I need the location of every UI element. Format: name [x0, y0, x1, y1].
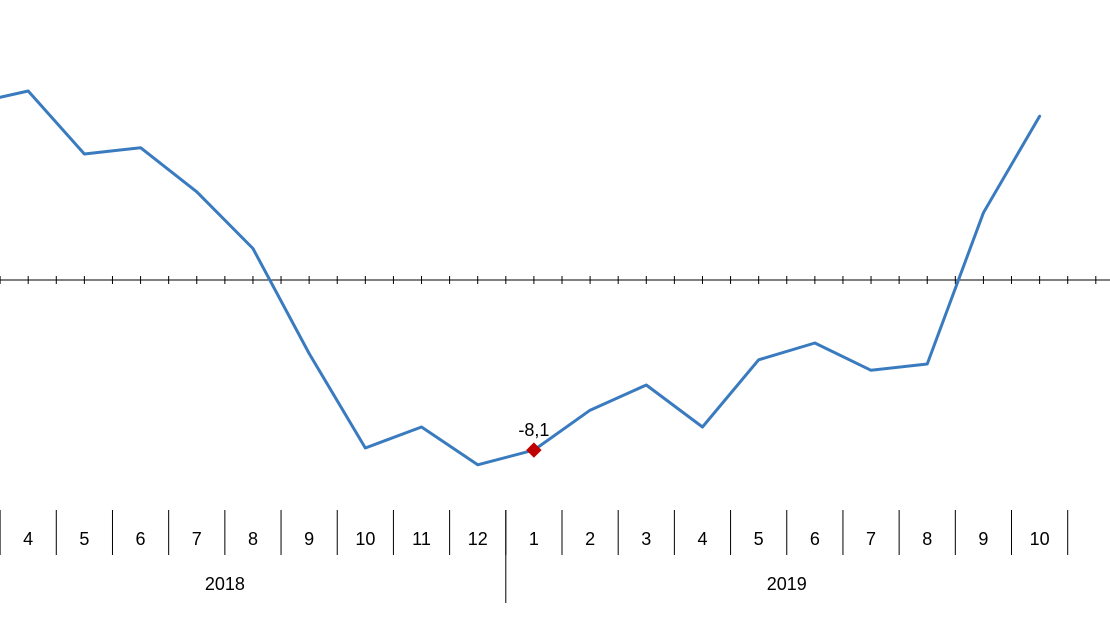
month-label: 2 [585, 529, 595, 549]
month-label: 6 [136, 529, 146, 549]
month-label: 5 [754, 529, 764, 549]
month-label: 8 [248, 529, 258, 549]
month-label: 7 [866, 529, 876, 549]
month-label: 11 [412, 529, 431, 549]
month-label: 4 [23, 529, 33, 549]
month-label: 1 [529, 529, 539, 549]
month-label: 6 [810, 529, 820, 549]
month-label: 5 [79, 529, 89, 549]
month-label: 10 [1030, 529, 1050, 549]
month-label: 3 [641, 529, 651, 549]
data-line [0, 91, 1040, 465]
month-label: 9 [978, 529, 988, 549]
month-label: 4 [697, 529, 707, 549]
chart-svg: -8,134567891011121234567891020182019 [0, 0, 1110, 625]
highlight-label: -8,1 [518, 420, 549, 440]
month-label: 8 [922, 529, 932, 549]
month-label: 7 [192, 529, 202, 549]
year-label: 2019 [767, 574, 807, 594]
line-chart: -8,134567891011121234567891020182019 [0, 0, 1110, 625]
month-label: 10 [355, 529, 375, 549]
year-label: 2018 [205, 574, 245, 594]
month-label: 9 [304, 529, 314, 549]
month-label: 12 [468, 529, 488, 549]
